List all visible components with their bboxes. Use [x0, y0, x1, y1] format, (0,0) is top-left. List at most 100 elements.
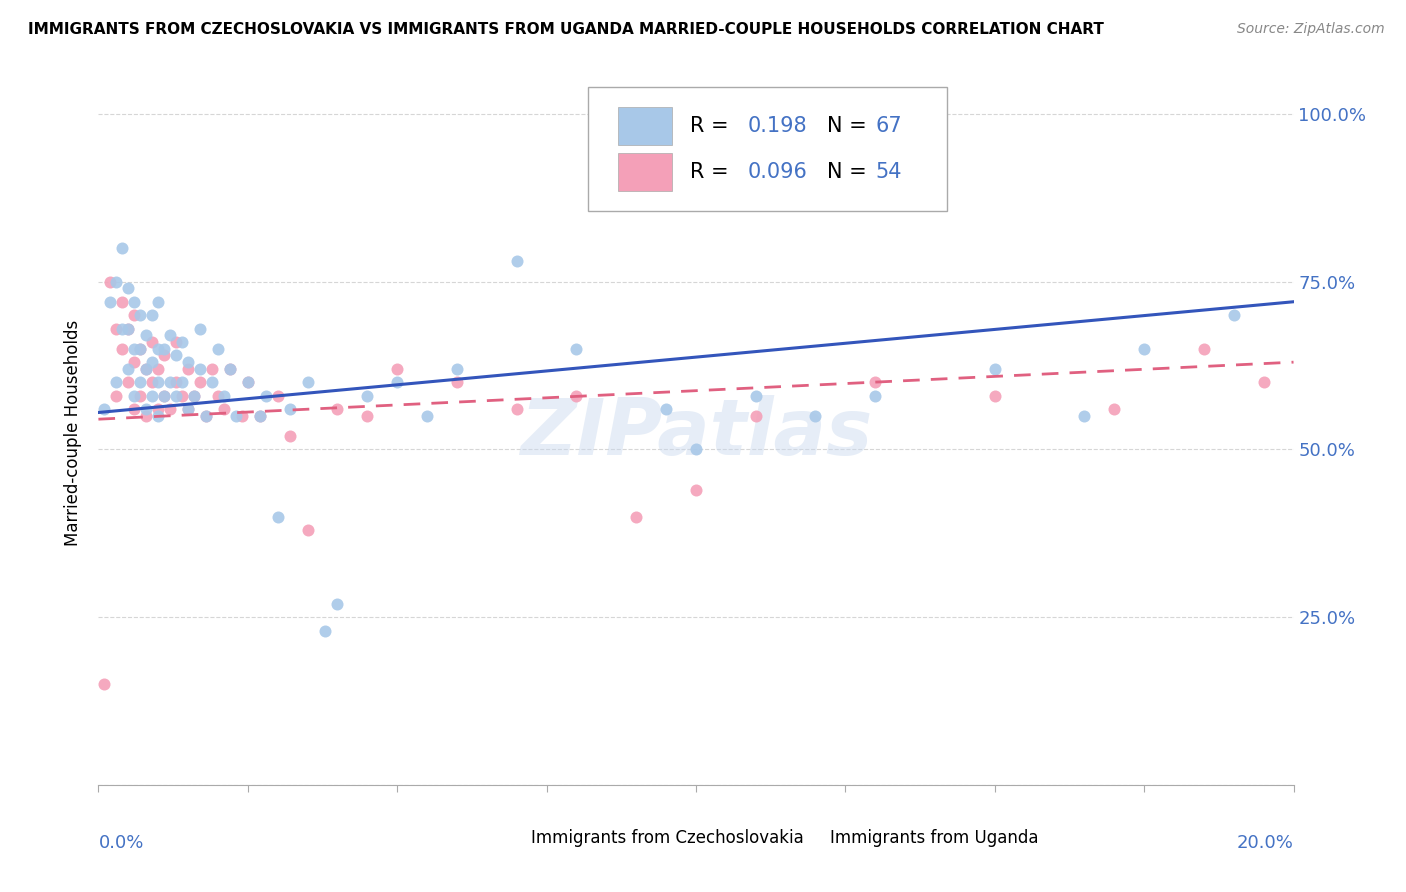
Point	[236, 376, 259, 390]
Point	[148, 342, 170, 356]
Point	[356, 389, 378, 403]
Y-axis label: Married-couple Households: Married-couple Households	[65, 319, 83, 546]
Text: Source: ZipAtlas.com: Source: ZipAtlas.com	[1237, 22, 1385, 37]
Point	[315, 624, 337, 638]
Point	[124, 355, 146, 369]
Point	[297, 523, 319, 537]
Point	[655, 402, 678, 417]
Point	[201, 362, 224, 376]
Point	[165, 376, 187, 390]
Point	[159, 376, 181, 390]
Point	[326, 402, 349, 417]
Point	[685, 483, 707, 497]
Point	[172, 376, 194, 390]
Point	[98, 294, 122, 309]
Point	[188, 376, 211, 390]
Point	[278, 402, 301, 417]
Point	[278, 429, 301, 443]
Point	[135, 402, 157, 417]
Point	[117, 281, 139, 295]
Point	[159, 402, 181, 417]
Point	[212, 389, 235, 403]
Point	[1223, 308, 1246, 322]
Point	[183, 389, 205, 403]
Point	[1192, 342, 1215, 356]
Text: Immigrants from Uganda: Immigrants from Uganda	[830, 829, 1038, 847]
Point	[446, 362, 468, 376]
Point	[98, 275, 122, 289]
Point	[105, 389, 128, 403]
Point	[148, 362, 170, 376]
Point	[177, 402, 200, 417]
Point	[745, 389, 768, 403]
Point	[135, 328, 157, 343]
Point	[177, 355, 200, 369]
Point	[865, 376, 887, 390]
Point	[1253, 376, 1275, 390]
Point	[506, 254, 529, 268]
Point	[141, 389, 163, 403]
Point	[153, 348, 176, 362]
Point	[105, 376, 128, 390]
Point	[135, 362, 157, 376]
Point	[385, 376, 409, 390]
Point	[416, 409, 439, 423]
Text: 54: 54	[876, 161, 901, 182]
Text: N =: N =	[827, 116, 873, 136]
Point	[249, 409, 271, 423]
FancyBboxPatch shape	[619, 153, 672, 191]
Point	[385, 362, 409, 376]
Point	[153, 342, 176, 356]
Point	[207, 389, 229, 403]
Point	[984, 389, 1007, 403]
Point	[111, 241, 134, 255]
Point	[117, 321, 139, 335]
Point	[212, 402, 235, 417]
Point	[446, 376, 468, 390]
Point	[105, 275, 128, 289]
Point	[249, 409, 271, 423]
Point	[195, 409, 218, 423]
Point	[129, 342, 152, 356]
Point	[165, 348, 187, 362]
Point	[129, 376, 152, 390]
Point	[111, 321, 134, 335]
Point	[153, 389, 176, 403]
Text: 67: 67	[876, 116, 901, 136]
Text: 0.0%: 0.0%	[98, 834, 143, 852]
Point	[141, 355, 163, 369]
Point	[111, 342, 134, 356]
Point	[565, 342, 588, 356]
Point	[326, 597, 349, 611]
Point	[565, 389, 588, 403]
Point	[236, 376, 259, 390]
Point	[93, 402, 115, 417]
Point	[1133, 342, 1156, 356]
Point	[1073, 409, 1095, 423]
Point	[984, 362, 1007, 376]
Point	[117, 362, 139, 376]
Point	[254, 389, 277, 403]
Point	[141, 376, 163, 390]
Point	[124, 402, 146, 417]
Point	[172, 334, 194, 349]
Point	[188, 362, 211, 376]
Point	[117, 376, 139, 390]
FancyBboxPatch shape	[494, 825, 523, 852]
Point	[124, 308, 146, 322]
Text: 0.198: 0.198	[748, 116, 807, 136]
Point	[188, 321, 211, 335]
Point	[207, 342, 229, 356]
FancyBboxPatch shape	[589, 87, 948, 211]
Text: N =: N =	[827, 161, 873, 182]
Point	[93, 677, 115, 691]
Point	[135, 409, 157, 423]
Point	[626, 509, 648, 524]
Point	[148, 409, 170, 423]
Point	[165, 334, 187, 349]
Point	[159, 328, 181, 343]
Point	[129, 342, 152, 356]
Point	[135, 362, 157, 376]
Point	[219, 362, 242, 376]
Point	[685, 442, 707, 457]
